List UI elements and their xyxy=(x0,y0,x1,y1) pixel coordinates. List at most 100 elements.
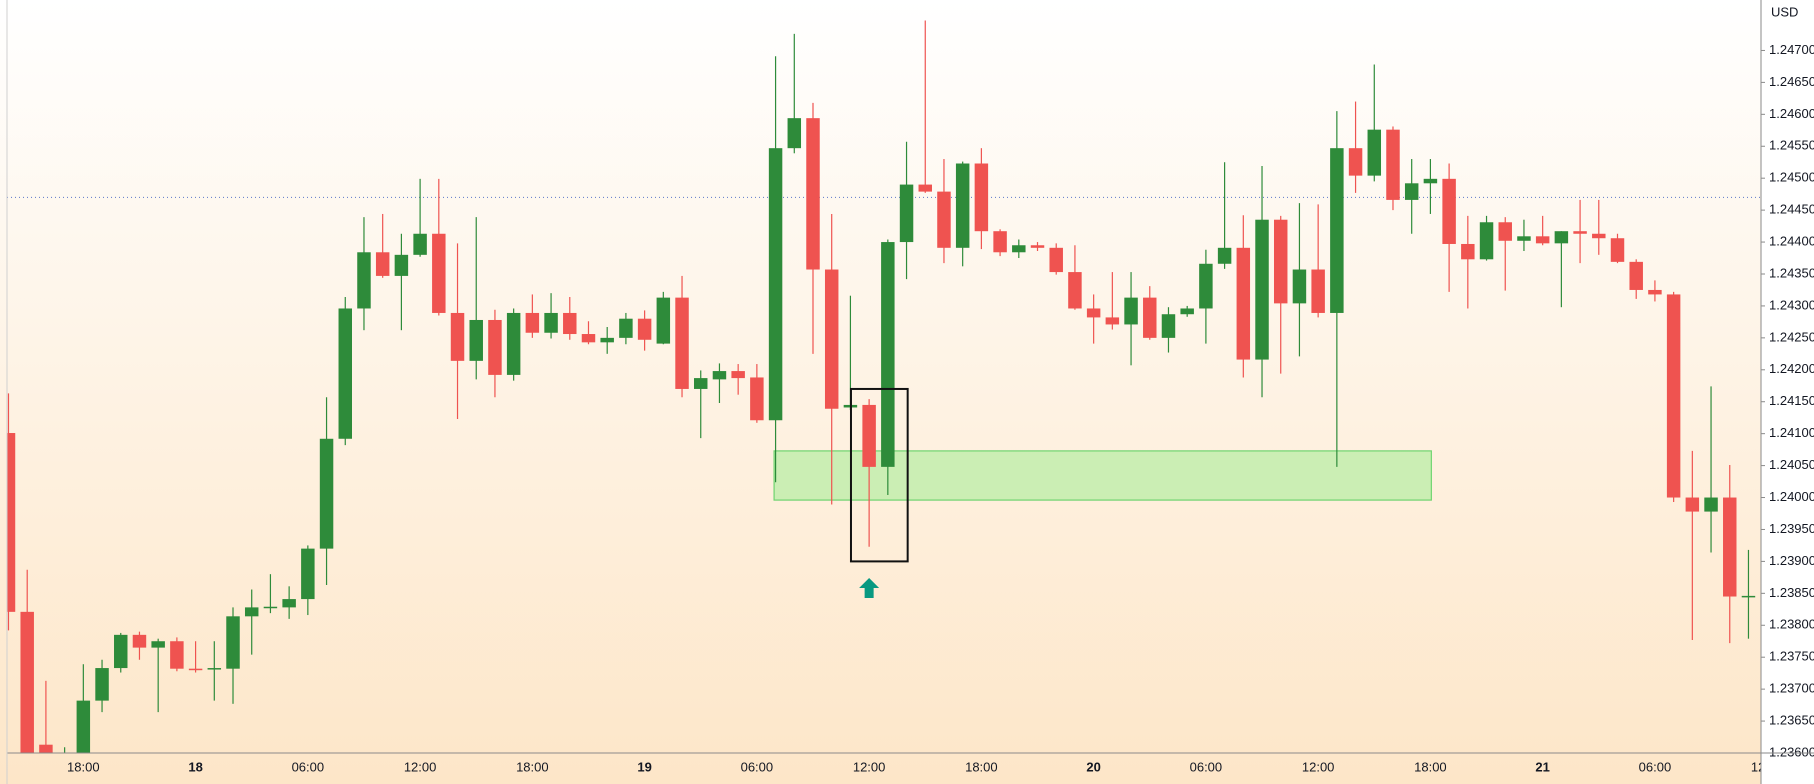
x-tick-label: 06:00 xyxy=(741,759,774,774)
candle-body xyxy=(694,378,708,389)
candle-body xyxy=(918,184,932,192)
candle-body xyxy=(1273,219,1288,304)
candle-body xyxy=(1049,247,1063,273)
candle-body xyxy=(824,269,839,409)
candle-body xyxy=(1199,263,1213,309)
candle-body xyxy=(1723,497,1737,597)
x-tick-label: 21 xyxy=(1535,759,1549,774)
y-tick-label: 1.24650 xyxy=(1769,74,1814,89)
candle-body xyxy=(1685,497,1700,512)
candle-body xyxy=(600,337,614,343)
candle-body xyxy=(1666,294,1681,498)
y-tick-label: 1.24500 xyxy=(1769,170,1814,185)
price-axis-panel xyxy=(1761,0,1814,784)
candle-body xyxy=(974,163,989,232)
candle-body xyxy=(656,297,671,344)
candle-body xyxy=(1236,247,1251,360)
candle-body xyxy=(731,371,745,379)
candle-body xyxy=(488,319,502,375)
candle-body xyxy=(768,148,783,421)
candle-body xyxy=(244,607,259,617)
candle-body xyxy=(95,668,109,701)
candle-body xyxy=(282,599,296,608)
x-tick-label: 12:00 xyxy=(853,759,886,774)
candle-body xyxy=(1217,247,1232,264)
candle-body xyxy=(806,118,820,270)
candle-body xyxy=(1629,261,1643,290)
candle-body xyxy=(413,233,427,255)
price-axis-unit: USD xyxy=(1771,4,1798,19)
candle-body xyxy=(20,611,34,753)
candle-body xyxy=(881,242,895,467)
candle-body xyxy=(1461,243,1475,260)
candle-body xyxy=(226,616,240,669)
candle-body xyxy=(1741,595,1756,598)
x-tick-label: 20 xyxy=(1086,759,1100,774)
candle-body xyxy=(263,606,278,609)
candle-body xyxy=(750,377,764,421)
y-tick-label: 1.24200 xyxy=(1769,361,1814,376)
y-tick-label: 1.23600 xyxy=(1769,744,1814,759)
candle-body xyxy=(955,163,970,248)
time-axis: 18:00 18 06:00 12:00 18:00 19 06:00 12:00 18:00 2… xyxy=(67,759,1784,774)
y-tick-label: 1.23950 xyxy=(1769,521,1814,536)
candle-body xyxy=(469,319,483,361)
x-tick-label: 18:00 xyxy=(965,759,998,774)
y-tick-label: 1.24700 xyxy=(1769,42,1814,57)
y-tick-label: 1.23900 xyxy=(1769,553,1814,568)
y-tick-label: 1.23700 xyxy=(1769,681,1814,696)
candle-body xyxy=(787,118,802,149)
x-tick-label: 06:00 xyxy=(1190,759,1223,774)
highlight-box xyxy=(849,387,909,563)
x-tick-label: 18 xyxy=(188,759,202,774)
candle-body xyxy=(1386,129,1400,200)
candle-body xyxy=(1143,297,1157,338)
x-tick-label: 12:00 xyxy=(1302,759,1335,774)
candle-body xyxy=(637,318,652,340)
y-tick-label: 1.24100 xyxy=(1769,425,1814,440)
y-tick-label: 1.24000 xyxy=(1769,489,1814,504)
x-tick-label: 12:00 xyxy=(1751,759,1784,774)
candle-body xyxy=(1161,314,1176,338)
candle-body xyxy=(188,668,203,671)
candle-body xyxy=(450,312,465,361)
candle-body xyxy=(1124,297,1138,325)
y-tick-label: 1.24050 xyxy=(1769,457,1814,472)
candle-body xyxy=(76,700,91,753)
candle-body xyxy=(1404,183,1419,200)
candle-body xyxy=(1367,129,1382,176)
candle-body xyxy=(1610,238,1625,262)
y-tick-label: 1.24250 xyxy=(1769,329,1814,344)
candle-body xyxy=(375,252,390,276)
x-tick-label: 18:00 xyxy=(67,759,100,774)
candle-body xyxy=(1330,148,1344,313)
signal-arrow xyxy=(859,578,880,599)
y-tick-label: 1.23800 xyxy=(1769,617,1814,632)
candle-body xyxy=(525,312,540,333)
candle-body xyxy=(1348,148,1363,176)
candle-body xyxy=(114,634,128,669)
candle-body xyxy=(170,641,184,669)
candle-body xyxy=(506,312,521,375)
candle-body xyxy=(1030,245,1045,248)
candle-body xyxy=(619,318,633,338)
y-tick-label: 1.23750 xyxy=(1769,649,1814,664)
y-tick-label: 1.23650 xyxy=(1769,713,1814,728)
candle-body xyxy=(1648,289,1662,295)
candle-body xyxy=(1255,219,1269,360)
y-tick-label: 1.24350 xyxy=(1769,265,1814,280)
candle-body xyxy=(319,438,334,549)
x-tick-label: 18:00 xyxy=(516,759,549,774)
y-tick-label: 1.24600 xyxy=(1769,106,1814,121)
candle-body xyxy=(1442,178,1456,244)
candle-body xyxy=(993,231,1007,253)
y-tick-label: 1.24300 xyxy=(1769,297,1814,312)
candle-body xyxy=(7,433,16,612)
candle-body xyxy=(563,312,577,335)
candle-body xyxy=(1180,308,1194,315)
candle-body xyxy=(1704,497,1718,512)
candle-body xyxy=(1573,231,1587,234)
candle-body xyxy=(1012,245,1026,253)
candle-body xyxy=(1535,236,1550,244)
